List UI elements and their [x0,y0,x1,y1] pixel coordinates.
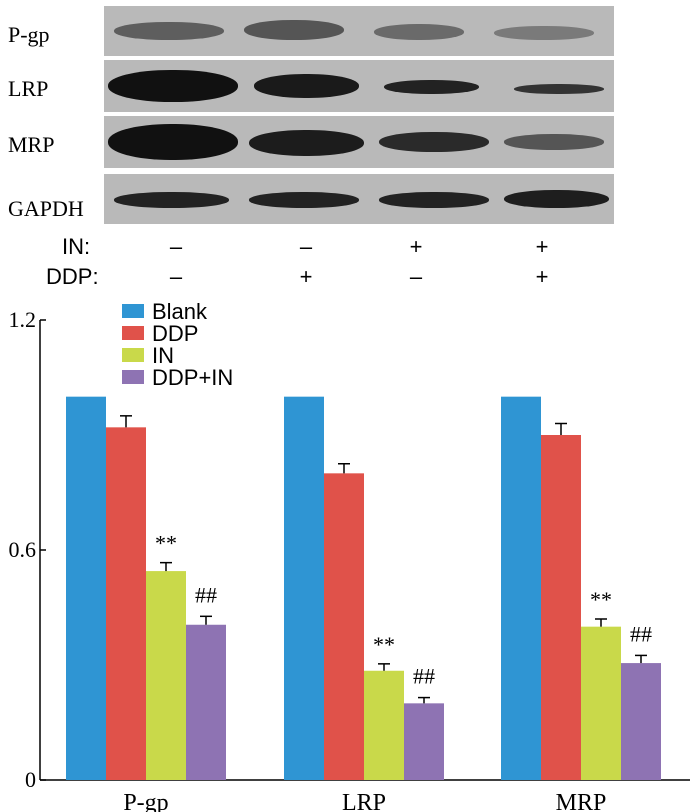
legend-label: Blank [152,300,208,324]
bar-blank-lrp [284,396,324,780]
significance-mark: ## [630,621,652,646]
bar-ddp-in-mrp [621,663,661,780]
band [504,190,609,208]
x-category-label: MRP [556,790,607,812]
sign: + [535,264,549,289]
bar-in-mrp [581,626,621,780]
band [494,26,594,40]
band [108,70,238,102]
blot-label-mrp: MRP [8,132,55,157]
bar-ddp-mrp [541,435,581,780]
blot-strip-gapdh [104,174,614,224]
band [114,192,229,208]
band [379,192,489,208]
bar-blank-p-gp [66,396,106,780]
bar-chart: 1.2 0.6 0 P-gp LRP MRP ** ## ** ## ** ## BlankDDPIND… [9,300,690,812]
sign: + [535,234,549,259]
x-category-label: LRP [342,790,386,812]
legend-label: DDP [152,321,198,346]
sign: – [169,234,183,259]
legend-swatch [122,304,144,318]
sign: + [299,264,313,289]
sign: – [409,264,423,289]
legend-swatch [122,348,144,362]
significance-mark: ** [155,531,177,556]
y-tick-label: 1.2 [9,307,37,332]
legend-swatch [122,370,144,384]
band [374,24,464,40]
y-tick-label: 0.6 [9,537,37,562]
blot-strip-mrp [104,116,614,168]
band [244,20,344,40]
bar-ddp-p-gp [106,427,146,780]
band [384,80,479,94]
legend-label: IN [152,343,174,368]
significance-mark: ## [413,664,435,689]
legend-label: DDP+IN [152,365,233,390]
sign: + [409,234,423,259]
significance-mark: ## [195,582,217,607]
y-tick-label: 0 [25,767,36,792]
band [254,74,359,98]
significance-mark: ** [373,632,395,657]
bar-blank-mrp [501,396,541,780]
band [249,192,359,208]
band [514,84,604,94]
blot-strip-lrp [104,60,614,112]
condition-label-ddp: DDP: [46,264,99,289]
band [379,132,489,152]
bar-in-p-gp [146,571,186,780]
significance-mark: ** [590,587,612,612]
band [249,130,364,156]
legend-swatch [122,326,144,340]
x-category-label: P-gp [123,790,168,812]
bar-in-lrp [364,670,404,780]
band [504,134,604,150]
bar-ddp-in-lrp [404,703,444,780]
sign: – [299,234,313,259]
blot-label-pgp: P-gp [8,22,50,47]
blot-label-lrp: LRP [8,76,49,101]
band [108,124,238,160]
blot-strip-pgp [104,6,614,56]
bar-ddp-in-p-gp [186,624,226,780]
condition-label-in: IN: [62,234,91,259]
band [114,22,224,40]
sign: – [169,264,183,289]
blot-label-gapdh: GAPDH [8,196,84,221]
bar-ddp-lrp [324,473,364,780]
